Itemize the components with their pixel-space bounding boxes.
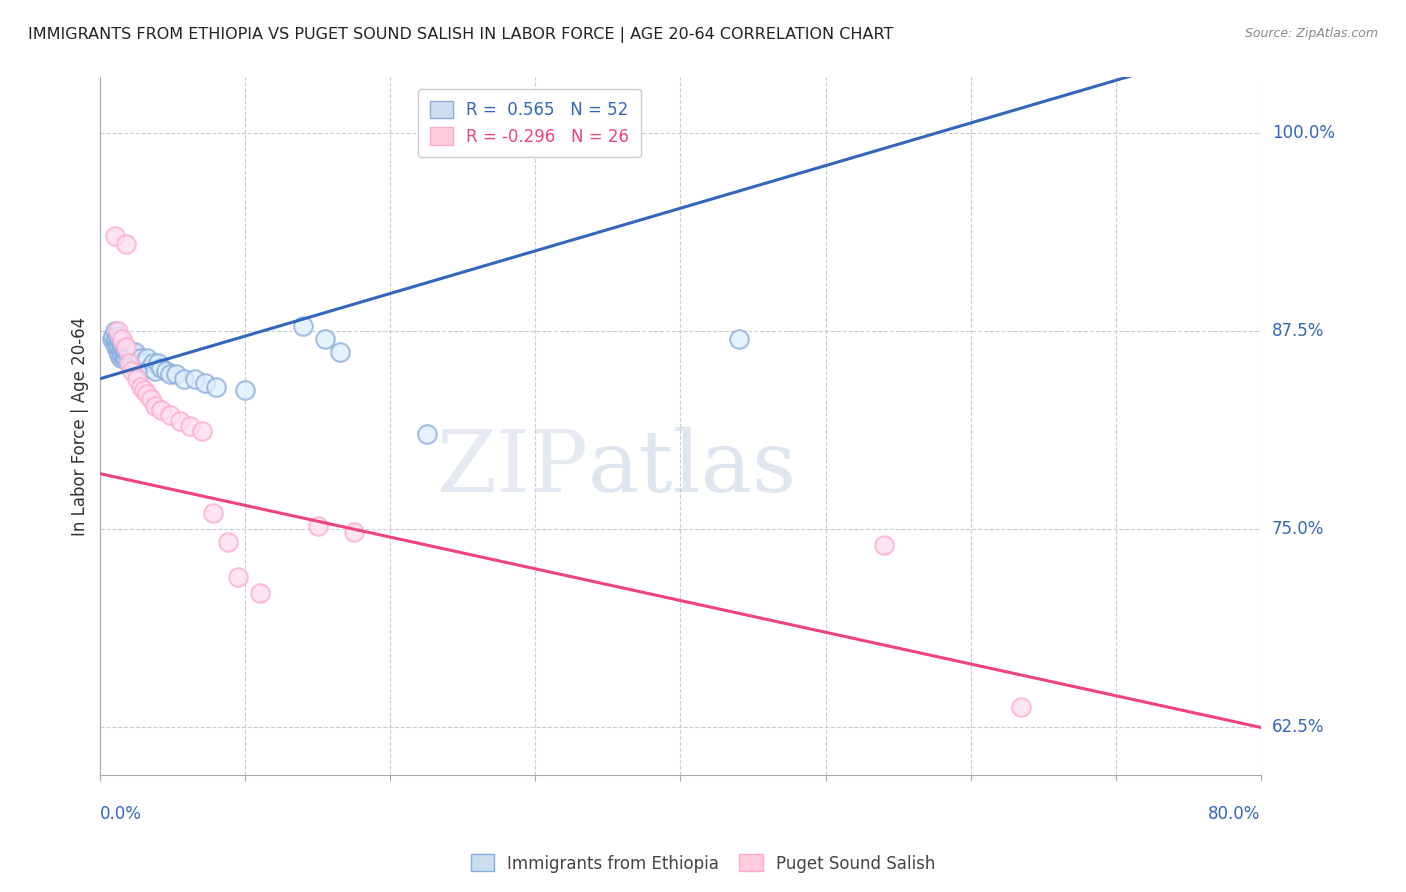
Point (872, 538, 894, 552)
Point (110, 343, 132, 357)
Point (183, 371, 205, 385)
Point (115, 340, 138, 354)
Point (217, 535, 239, 549)
Point (173, 371, 195, 385)
Point (110, 335, 132, 350)
Point (292, 319, 315, 334)
Point (235, 383, 257, 397)
Point (145, 399, 167, 413)
Text: atlas: atlas (588, 426, 797, 509)
Point (115, 236, 138, 251)
Point (138, 360, 160, 375)
Point (169, 414, 191, 428)
Text: 0.0%: 0.0% (100, 805, 142, 823)
Point (115, 351, 138, 365)
Point (1010, 699, 1032, 714)
Point (104, 335, 127, 350)
Text: IMMIGRANTS FROM ETHIOPIA VS PUGET SOUND SALISH IN LABOR FORCE | AGE 20-64 CORREL: IMMIGRANTS FROM ETHIOPIA VS PUGET SOUND … (28, 27, 893, 43)
Text: ZIP: ZIP (436, 426, 588, 509)
Point (205, 379, 228, 393)
Point (150, 360, 173, 375)
Point (159, 408, 181, 422)
Point (142, 356, 165, 370)
Point (249, 585, 271, 599)
Point (159, 367, 181, 381)
Point (111, 332, 134, 346)
Point (135, 351, 157, 365)
Point (121, 356, 143, 370)
Point (179, 419, 201, 434)
Point (104, 229, 127, 244)
Point (110, 351, 132, 365)
Point (112, 351, 135, 365)
Point (114, 348, 136, 362)
Point (105, 340, 128, 354)
Text: 87.5%: 87.5% (1272, 322, 1324, 340)
Point (727, 332, 749, 346)
Point (314, 332, 336, 346)
Legend: R =  0.565   N = 52, R = -0.296   N = 26: R = 0.565 N = 52, R = -0.296 N = 26 (418, 89, 641, 157)
Text: 100.0%: 100.0% (1272, 124, 1334, 142)
Point (120, 351, 142, 365)
Point (139, 392, 162, 407)
Point (121, 364, 143, 378)
Point (103, 328, 125, 343)
Point (107, 328, 129, 343)
Point (155, 364, 177, 378)
Point (125, 371, 148, 385)
Y-axis label: In Labor Force | Age 20-64: In Labor Force | Age 20-64 (72, 317, 89, 536)
Point (343, 525, 366, 540)
Point (104, 324, 127, 338)
Text: 80.0%: 80.0% (1208, 805, 1261, 823)
Point (107, 343, 129, 357)
Point (114, 340, 136, 354)
Legend: Immigrants from Ethiopia, Puget Sound Salish: Immigrants from Ethiopia, Puget Sound Sa… (464, 847, 942, 880)
Point (124, 344, 146, 359)
Point (108, 348, 131, 362)
Point (111, 348, 134, 362)
Point (118, 356, 141, 370)
Point (132, 356, 155, 370)
Point (191, 424, 214, 438)
Point (115, 344, 138, 359)
Point (105, 332, 128, 346)
Point (107, 335, 129, 350)
Point (107, 324, 129, 338)
Point (148, 356, 170, 370)
Point (101, 332, 124, 346)
Point (121, 344, 143, 359)
Point (194, 376, 217, 391)
Point (108, 340, 131, 354)
Point (329, 344, 352, 359)
Point (108, 332, 131, 346)
Point (165, 367, 187, 381)
Point (145, 364, 167, 378)
Point (117, 348, 139, 362)
Point (135, 387, 157, 401)
Point (127, 356, 149, 370)
Point (226, 570, 249, 584)
Point (150, 403, 173, 417)
Point (415, 427, 437, 442)
Text: 62.5%: 62.5% (1272, 718, 1324, 737)
Text: 75.0%: 75.0% (1272, 520, 1324, 538)
Point (111, 340, 134, 354)
Point (129, 351, 152, 365)
Point (129, 379, 152, 393)
Point (118, 356, 141, 370)
Text: Source: ZipAtlas.com: Source: ZipAtlas.com (1244, 27, 1378, 40)
Point (307, 519, 329, 533)
Point (132, 383, 155, 397)
Point (112, 343, 135, 357)
Point (202, 507, 225, 521)
Point (124, 351, 146, 365)
